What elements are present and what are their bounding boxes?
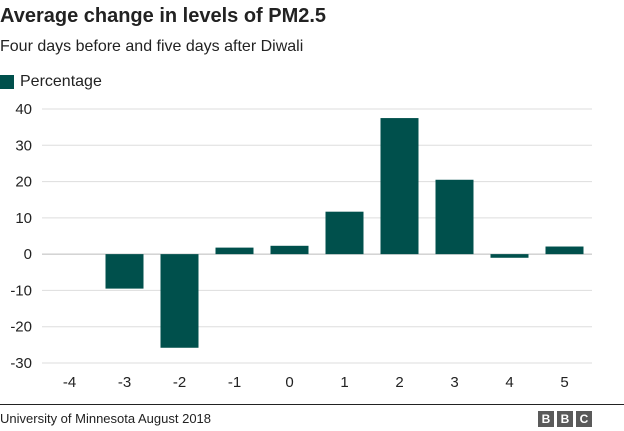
legend: Percentage	[0, 73, 102, 91]
y-tick-label: 10	[15, 210, 32, 227]
y-tick-label: 30	[15, 137, 32, 154]
x-tick-label: 2	[395, 374, 403, 391]
x-tick-label: 4	[505, 374, 513, 391]
bar	[160, 254, 199, 348]
y-axis-ticks: 40 30 20 10 0 -10 -20 -30	[10, 101, 32, 372]
footer-divider	[0, 404, 624, 405]
bars	[105, 118, 584, 348]
bar	[215, 247, 254, 255]
legend-label-percentage: Percentage	[20, 73, 102, 90]
y-tick-label: -20	[10, 319, 32, 336]
x-tick-label: -3	[118, 374, 131, 391]
chart-subtitle: Four days before and five days after Diw…	[0, 38, 304, 55]
legend-swatch	[0, 75, 14, 89]
logo-letter: B	[557, 411, 573, 427]
logo-letter: B	[538, 411, 554, 427]
y-tick-label: 20	[15, 174, 32, 191]
bar	[545, 246, 584, 255]
x-tick-label: 3	[450, 374, 458, 391]
x-tick-label: -4	[63, 374, 76, 391]
x-tick-label: 1	[340, 374, 348, 391]
x-axis-ticks: -4 -3 -2 -1 0 1 2 3 4 5	[63, 374, 569, 391]
bbc-logo: B B C	[538, 411, 592, 427]
y-tick-label: 40	[15, 101, 32, 118]
x-tick-label: 0	[285, 374, 293, 391]
x-tick-label: 5	[560, 374, 568, 391]
bar	[490, 254, 529, 258]
bar	[435, 179, 474, 255]
y-tick-label: 0	[24, 246, 32, 263]
logo-letter: C	[576, 411, 592, 427]
bar	[270, 245, 309, 255]
y-tick-label: -30	[10, 355, 32, 372]
x-tick-label: -1	[228, 374, 241, 391]
y-tick-label: -10	[10, 282, 32, 299]
bar	[380, 118, 419, 255]
bar	[105, 254, 144, 289]
gridlines	[42, 108, 592, 364]
source-note: University of Minnesota August 2018	[0, 411, 212, 426]
x-tick-label: -2	[173, 374, 186, 391]
chart-title: Average change in levels of PM2.5	[0, 5, 327, 27]
bar	[325, 211, 364, 255]
